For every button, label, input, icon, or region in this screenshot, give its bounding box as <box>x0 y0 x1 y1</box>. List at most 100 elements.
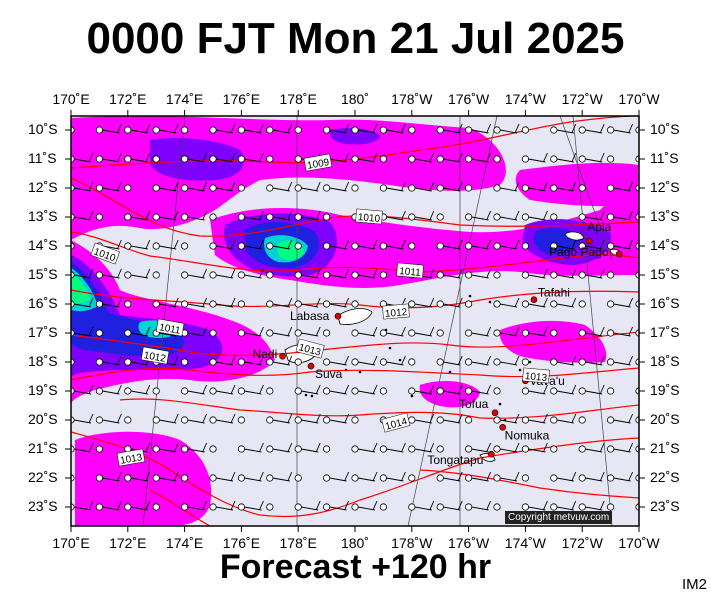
wind-barb <box>237 416 245 424</box>
wind-barb <box>408 126 416 134</box>
islet <box>310 394 314 398</box>
wind-barb <box>124 152 151 163</box>
wind-barb <box>464 210 492 221</box>
wind-barb <box>408 326 435 337</box>
wind-barb <box>521 181 548 192</box>
wind-barb <box>266 181 293 192</box>
wind-barb <box>124 184 132 192</box>
wind-barb <box>152 155 160 163</box>
wind-barb <box>71 384 94 395</box>
wind-barb <box>464 239 492 250</box>
wind-barb <box>124 268 151 279</box>
isobar-value: 1010 <box>357 212 381 225</box>
wind-barb <box>606 239 634 250</box>
lon-label: 172˚W <box>561 535 603 551</box>
wind-barb <box>266 155 274 163</box>
wind-barb <box>493 326 520 337</box>
place-dot <box>334 312 342 320</box>
wind-barb <box>408 442 435 453</box>
wind-barb <box>436 268 463 279</box>
wind-barb <box>124 239 151 250</box>
wind-barb <box>436 413 463 424</box>
isobar-value: 1011 <box>399 266 422 279</box>
wind-barb <box>606 123 634 134</box>
copyright-badge[interactable]: Copyright metvuw.com <box>505 511 613 524</box>
lon-label: 174˚W <box>504 91 546 107</box>
islet <box>498 402 502 406</box>
wind-barb <box>408 242 416 250</box>
lat-label: 14˚S <box>650 237 680 253</box>
wind-barb <box>351 152 378 163</box>
wind-barb <box>152 239 179 250</box>
wind-barb <box>521 326 548 337</box>
lon-label: 170˚E <box>52 91 90 107</box>
wind-barb <box>124 416 132 424</box>
wind-barb <box>493 181 520 192</box>
wind-barb <box>464 326 492 337</box>
lon-label: 176˚E <box>222 91 261 107</box>
wind-barb <box>521 126 530 134</box>
precip-area <box>71 272 90 304</box>
wind-barb <box>181 358 189 366</box>
wind-barb <box>379 355 406 366</box>
wind-barb <box>521 210 548 221</box>
wind-barb <box>152 297 179 308</box>
wind-barb <box>464 500 492 511</box>
wind-barb <box>606 387 615 395</box>
wind-barb <box>379 387 387 395</box>
wind-barb <box>294 358 302 366</box>
wind-barb <box>322 268 350 279</box>
isobar-label: 1012 <box>382 303 410 320</box>
wind-barb <box>521 500 548 511</box>
wind-barb <box>550 500 577 511</box>
lat-label: 10˚S <box>650 121 680 137</box>
wind-barb <box>606 210 634 221</box>
wind-barb <box>493 503 501 511</box>
lat-label: 17˚S <box>28 324 58 340</box>
wind-barb <box>237 210 264 221</box>
wind-barb <box>408 474 416 482</box>
wind-barb <box>294 326 321 337</box>
wind-barb <box>266 239 293 250</box>
lat-label: 17˚S <box>650 324 680 340</box>
wind-barb <box>521 413 548 424</box>
wind-barb <box>408 500 435 511</box>
wind-barb <box>493 442 520 453</box>
wind-barb <box>322 181 350 192</box>
lat-label: 20˚S <box>650 411 680 427</box>
wind-barb <box>493 471 520 482</box>
wind-barb <box>266 123 293 134</box>
wind-barb <box>606 155 615 163</box>
wind-barb <box>181 152 208 163</box>
wind-barb <box>606 503 615 511</box>
graticule-line <box>572 116 613 526</box>
wind-barb <box>351 268 378 279</box>
lat-label: 11˚S <box>650 150 679 166</box>
wind-barb <box>181 500 208 511</box>
wind-barb <box>436 329 444 337</box>
wind-barb <box>464 268 492 279</box>
lat-label: 10˚S <box>28 121 58 137</box>
place-name: Pago Pago <box>549 245 609 259</box>
wind-barb <box>493 271 501 279</box>
place-dot <box>530 296 538 303</box>
wind-barb <box>237 123 264 134</box>
precip-area <box>150 138 244 181</box>
wind-barb <box>294 500 321 511</box>
wind-barb <box>578 384 605 395</box>
isobar-line <box>71 331 639 356</box>
wind-barb <box>294 297 321 308</box>
wind-barb <box>550 239 577 250</box>
wind-barb <box>379 271 387 279</box>
wind-barb <box>464 416 473 424</box>
wind-barb <box>578 123 605 134</box>
wind-barb <box>493 387 501 395</box>
wind-barb <box>124 384 151 395</box>
lat-label: 22˚S <box>650 469 680 485</box>
lon-label: 172˚W <box>561 91 603 107</box>
wind-barb <box>209 239 236 250</box>
wind-barb <box>436 123 463 134</box>
island <box>337 308 373 325</box>
lon-label: 170˚E <box>52 535 90 551</box>
